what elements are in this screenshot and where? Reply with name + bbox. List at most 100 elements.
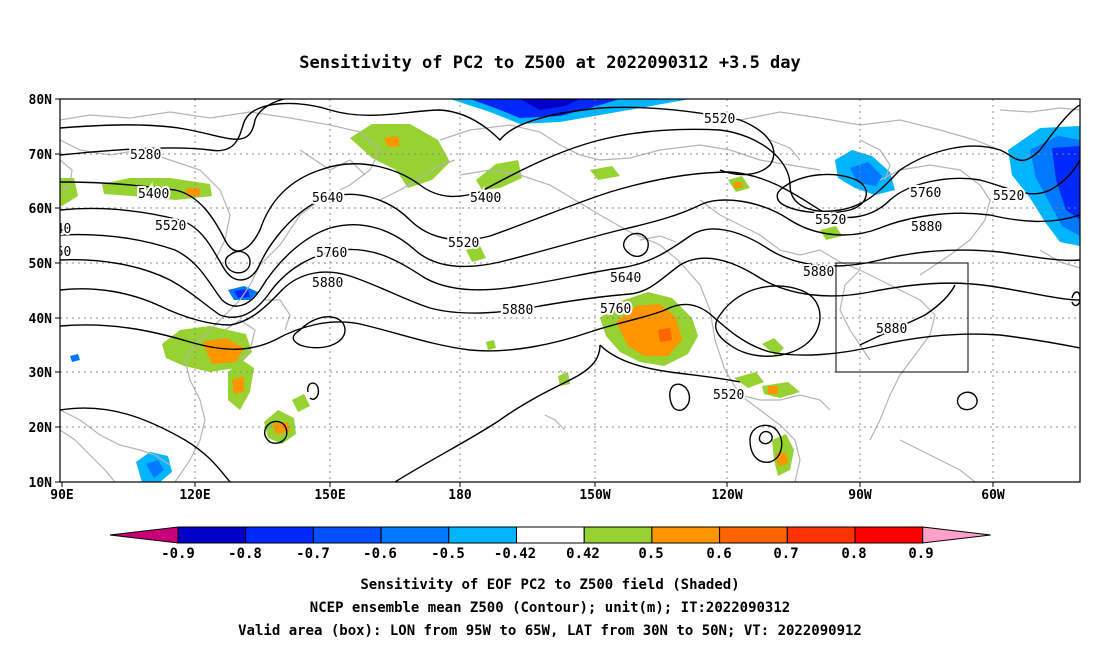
colorbar-box: [380, 526, 450, 544]
colorbar-label: -0.9: [161, 546, 195, 562]
caption: Sensitivity of EOF PC2 to Z500 field (Sh…: [238, 577, 862, 639]
colorbar-label: 0.8: [841, 546, 866, 562]
positive-shade-alaska: [476, 160, 522, 190]
positive-shade-speck-3: [486, 340, 496, 350]
colorbar-labels: -0.9 -0.8 -0.7 -0.6 -0.5 -0.42 0.42 0.5 …: [161, 546, 934, 562]
caption-line-2: NCEP ensemble mean Z500 (Contour); unit(…: [310, 600, 790, 616]
colorbar-label: -0.42: [494, 546, 536, 562]
lat-tick-label: 50N: [29, 257, 53, 272]
colorbar-box: [583, 526, 653, 544]
contour-label: 5880: [876, 322, 907, 337]
contour-label: 5880: [502, 303, 533, 318]
colorbar-end-low: [109, 526, 179, 544]
lon-tick-label: 150W: [579, 488, 610, 503]
lon-tick-label: 150E: [314, 488, 345, 503]
valid-area-box: [835, 262, 969, 373]
contour-label: 5520: [448, 236, 479, 251]
gridlines: [60, 99, 1080, 482]
lat-tick-label: 60N: [29, 202, 53, 217]
contour-label: 5760: [40, 245, 71, 260]
lat-tick-label: 20N: [29, 421, 53, 436]
positive-shade-central-am-core: [776, 452, 788, 466]
colorbar-label: 0.42: [566, 546, 600, 562]
contour-label: 5520: [993, 189, 1024, 204]
colorbar-box: [786, 526, 856, 544]
colorbar-box: [719, 526, 788, 544]
contour-label: 5520: [713, 388, 744, 403]
positive-shade-japan-core: [202, 338, 244, 364]
map-frame: [59, 98, 1081, 483]
colorbar-label: -0.5: [431, 546, 465, 562]
longitude-axis: 90E 120E 150E 180 150W 120W 90W 60W: [50, 482, 1005, 503]
map-panel: 5280 5400 5400 5520 5520 5520 5520 5520 …: [29, 93, 1081, 503]
colorbar-label: 0.5: [638, 546, 663, 562]
contour-label: 5520: [815, 213, 846, 228]
colorbar-box: [312, 526, 382, 544]
colorbar-box: [516, 526, 585, 544]
lon-tick-label: 90E: [50, 488, 73, 503]
positive-shade-west: [60, 178, 78, 206]
colorbar-box: [177, 526, 247, 544]
colorbar-end-high: [922, 526, 991, 544]
latitude-axis: 80N 70N 60N 50N 40N 30N 20N 10N: [29, 93, 60, 491]
positive-shade-ryukyu-core: [232, 376, 244, 394]
contour-labels: 5280 5400 5400 5520 5520 5520 5520 5520 …: [40, 110, 1026, 405]
contour-label: 5640: [40, 222, 71, 237]
colorbar-box: [854, 526, 924, 544]
positive-shade-gulf: [762, 338, 784, 356]
negative-shade-arctic-dark: [520, 99, 580, 110]
lat-tick-label: 70N: [29, 148, 53, 163]
positive-shade-canada-1: [590, 166, 620, 180]
positive-shade-ne-pacific-core: [616, 304, 682, 356]
colorbar: -0.9 -0.8 -0.7 -0.6 -0.5 -0.42 0.42 0.5 …: [109, 526, 991, 562]
positive-shade-pacific-mid: [466, 246, 486, 262]
caption-line-1: Sensitivity of EOF PC2 to Z500 field (Sh…: [360, 577, 739, 593]
positive-shade-mexico: [734, 372, 764, 388]
negative-shade-greenland-core: [850, 162, 882, 186]
negative-shade-speck-1: [70, 354, 80, 362]
contour-label: 5640: [610, 271, 641, 286]
positive-shade-philippine-core: [272, 422, 290, 434]
colorbar-label: -0.8: [228, 546, 262, 562]
contour-label: 5520: [155, 219, 186, 234]
lat-tick-label: 10N: [29, 476, 53, 491]
positive-shade-siberia-core: [186, 188, 200, 196]
caption-line-3: Valid area (box): LON from 95W to 65W, L…: [238, 623, 862, 639]
positive-shade-siberia: [102, 178, 212, 200]
negative-shade-atlantic-dark: [1052, 146, 1080, 220]
contour-label: 5760: [910, 186, 941, 201]
lon-tick-label: 60W: [981, 488, 1005, 503]
coastlines: [60, 107, 1080, 482]
lat-tick-label: 30N: [29, 366, 53, 381]
lat-tick-label: 40N: [29, 312, 53, 327]
positive-shade-canada-core: [734, 182, 742, 188]
contour-label: 5880: [803, 265, 834, 280]
positive-shade-bering: [350, 124, 450, 188]
lat-tick-label: 80N: [29, 93, 53, 108]
colorbar-label: 0.6: [706, 546, 731, 562]
contour-label: 5640: [312, 191, 343, 206]
lon-tick-label: 180: [448, 488, 472, 503]
positive-shade-guam: [292, 394, 310, 412]
colorbar-label: -0.7: [296, 546, 330, 562]
positive-shade-speck-2: [558, 372, 570, 386]
sensitivity-shading: [60, 99, 1080, 482]
lon-tick-label: 90W: [848, 488, 872, 503]
colorbar-boxes: [109, 526, 991, 544]
lon-tick-label: 120E: [179, 488, 210, 503]
contour-label: 5400: [470, 191, 501, 206]
positive-shade-mexico-core: [768, 386, 778, 394]
colorbar-label: 0.9: [908, 546, 933, 562]
map-title: Sensitivity of PC2 to Z500 at 2022090312…: [299, 53, 801, 73]
negative-shade-sw-pacific-core: [146, 460, 164, 478]
contour-label: 5520: [704, 112, 735, 127]
contour-label: 5400: [138, 187, 169, 202]
colorbar-box: [448, 526, 517, 544]
z500-contours: [60, 99, 1080, 482]
lon-tick-label: 120W: [711, 488, 742, 503]
contour-label: 5880: [911, 220, 942, 235]
colorbar-box: [651, 526, 721, 544]
contour-label: 5880: [312, 276, 343, 291]
colorbar-box: [245, 526, 314, 544]
